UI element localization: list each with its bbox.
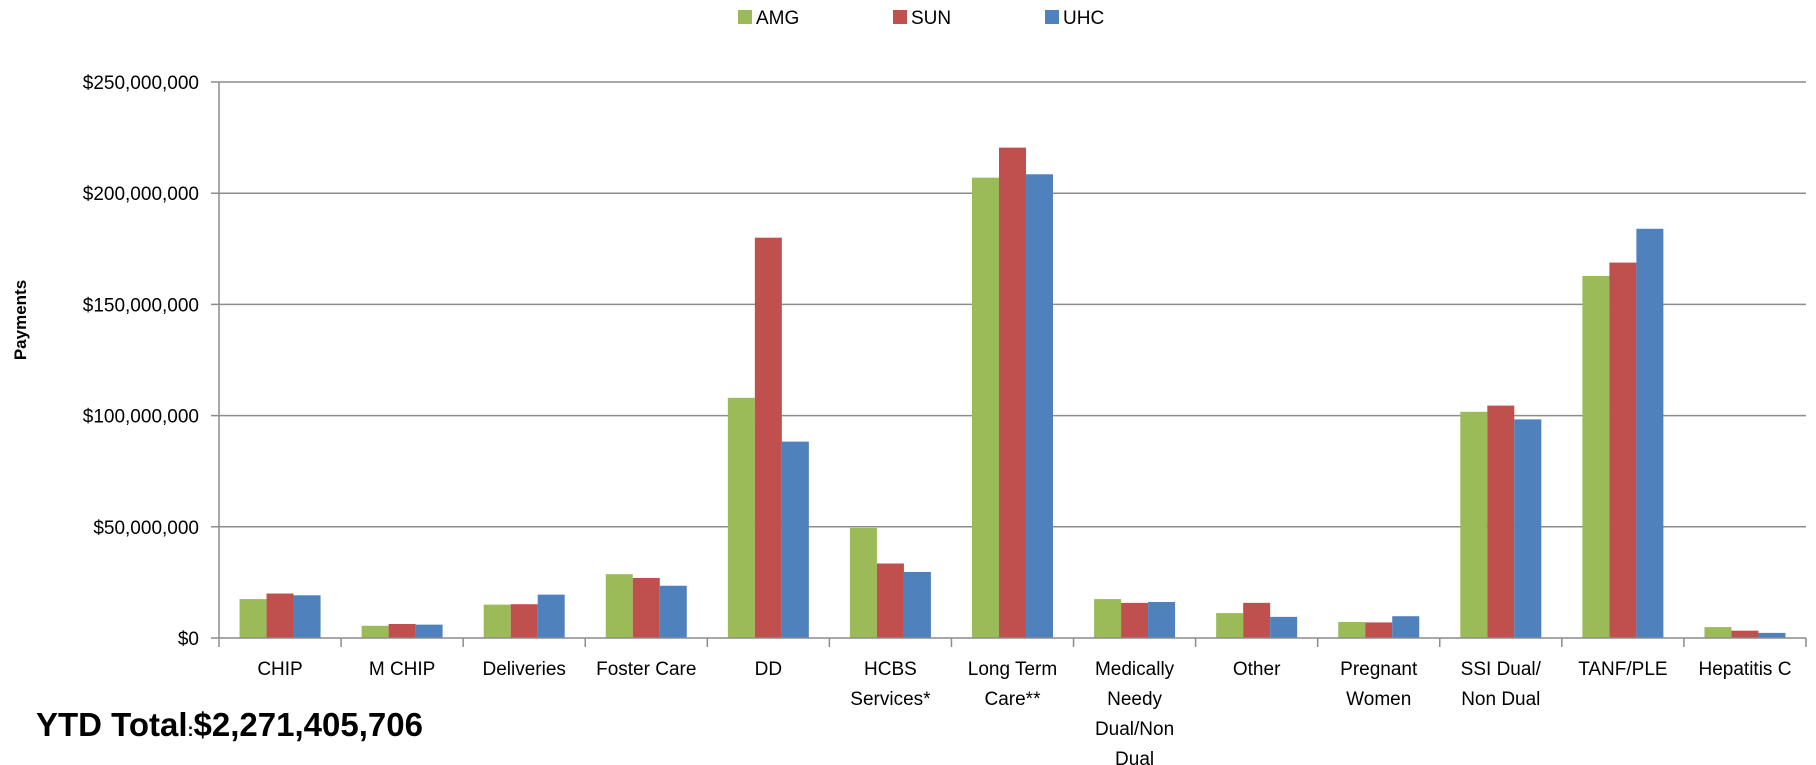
y-tick-label: $200,000,000 [83, 184, 199, 205]
x-tick-label: SSI Dual/Non Dual [1461, 659, 1542, 710]
legend-label-uhc: UHC [1063, 8, 1104, 29]
bar-amg [972, 177, 999, 638]
bar-uhc [1270, 616, 1298, 638]
x-tick-label: Other [1233, 659, 1281, 680]
bar-sun [1609, 262, 1637, 638]
x-tick-label: Foster Care [596, 659, 696, 680]
bar-amg [1704, 627, 1732, 638]
bar-sun [510, 604, 538, 638]
bar-uhc [781, 441, 809, 638]
bar-sun [754, 237, 782, 638]
x-tick-label: Long Term Care** [968, 659, 1057, 710]
bar-uhc [903, 571, 931, 638]
bar-amg [361, 625, 389, 638]
bar-sun [632, 577, 660, 638]
x-tick-label: HCBS Services* [850, 659, 931, 710]
axes [211, 81, 1807, 647]
bar-uhc [415, 624, 443, 638]
x-tick-label: Medically Needy Dual/Non Dual [1095, 659, 1175, 765]
x-tick-label: Deliveries [482, 659, 565, 680]
labels: $0 $50,000,000 $100,000,000 $150,000,000 $20… [83, 73, 1792, 765]
bar-uhc [1026, 174, 1053, 638]
ytd-total-separator: : [187, 720, 194, 740]
y-tick-label: $0 [178, 629, 199, 650]
bar-sun [876, 563, 904, 638]
bar-uhc [1514, 419, 1542, 638]
bar-amg [605, 574, 633, 638]
x-tick-label: M CHIP [369, 659, 436, 680]
bar-amg [849, 527, 877, 638]
legend-swatch-amg [738, 10, 752, 24]
x-tick-label: CHIP [257, 659, 302, 680]
bar-amg [239, 599, 267, 638]
y-tick-label: $100,000,000 [83, 407, 199, 428]
bar-amg [727, 397, 755, 638]
legend-swatch-sun [893, 10, 907, 24]
bar-sun [266, 593, 294, 638]
bar-uhc [659, 585, 687, 638]
bar-sun [1365, 622, 1393, 638]
y-tick-label: $50,000,000 [93, 518, 199, 539]
bar-uhc [537, 594, 565, 638]
bar-amg [1094, 599, 1122, 638]
bars [239, 147, 1786, 638]
legend-label-amg: AMG [756, 8, 799, 29]
x-tick-label: TANF/PLE [1578, 659, 1667, 680]
bar-uhc [293, 595, 321, 638]
ytd-total: YTD Total:$2,271,405,706 [36, 706, 423, 744]
legend: AMG SUN UHC [738, 8, 1104, 29]
y-axis-label: Payments [11, 280, 30, 360]
bar-sun [1487, 405, 1515, 638]
bar-sun [1731, 630, 1759, 638]
bar-amg [1216, 613, 1244, 638]
bar-uhc [1758, 632, 1786, 638]
bar-uhc [1636, 228, 1664, 638]
bar-sun [999, 147, 1026, 638]
ytd-total-label: YTD Total [36, 706, 188, 743]
legend-swatch-uhc [1045, 10, 1059, 24]
bar-amg [1460, 411, 1488, 638]
legend-label-sun: SUN [911, 8, 951, 29]
bar-amg [1338, 621, 1366, 638]
x-tick-label: Hepatitis C [1699, 659, 1792, 680]
bar-amg [1582, 275, 1610, 638]
bar-sun [388, 623, 416, 638]
y-tick-label: $150,000,000 [83, 295, 199, 316]
bar-sun [1243, 602, 1271, 638]
bar-sun [1121, 602, 1149, 638]
x-tick-label: Pregnant Women [1340, 659, 1418, 710]
ytd-total-value: $2,271,405,706 [193, 706, 423, 743]
bar-amg [483, 604, 511, 638]
x-tick-label: DD [755, 659, 782, 680]
bar-uhc [1148, 601, 1176, 638]
bar-uhc [1392, 616, 1420, 638]
y-tick-label: $250,000,000 [83, 73, 199, 94]
